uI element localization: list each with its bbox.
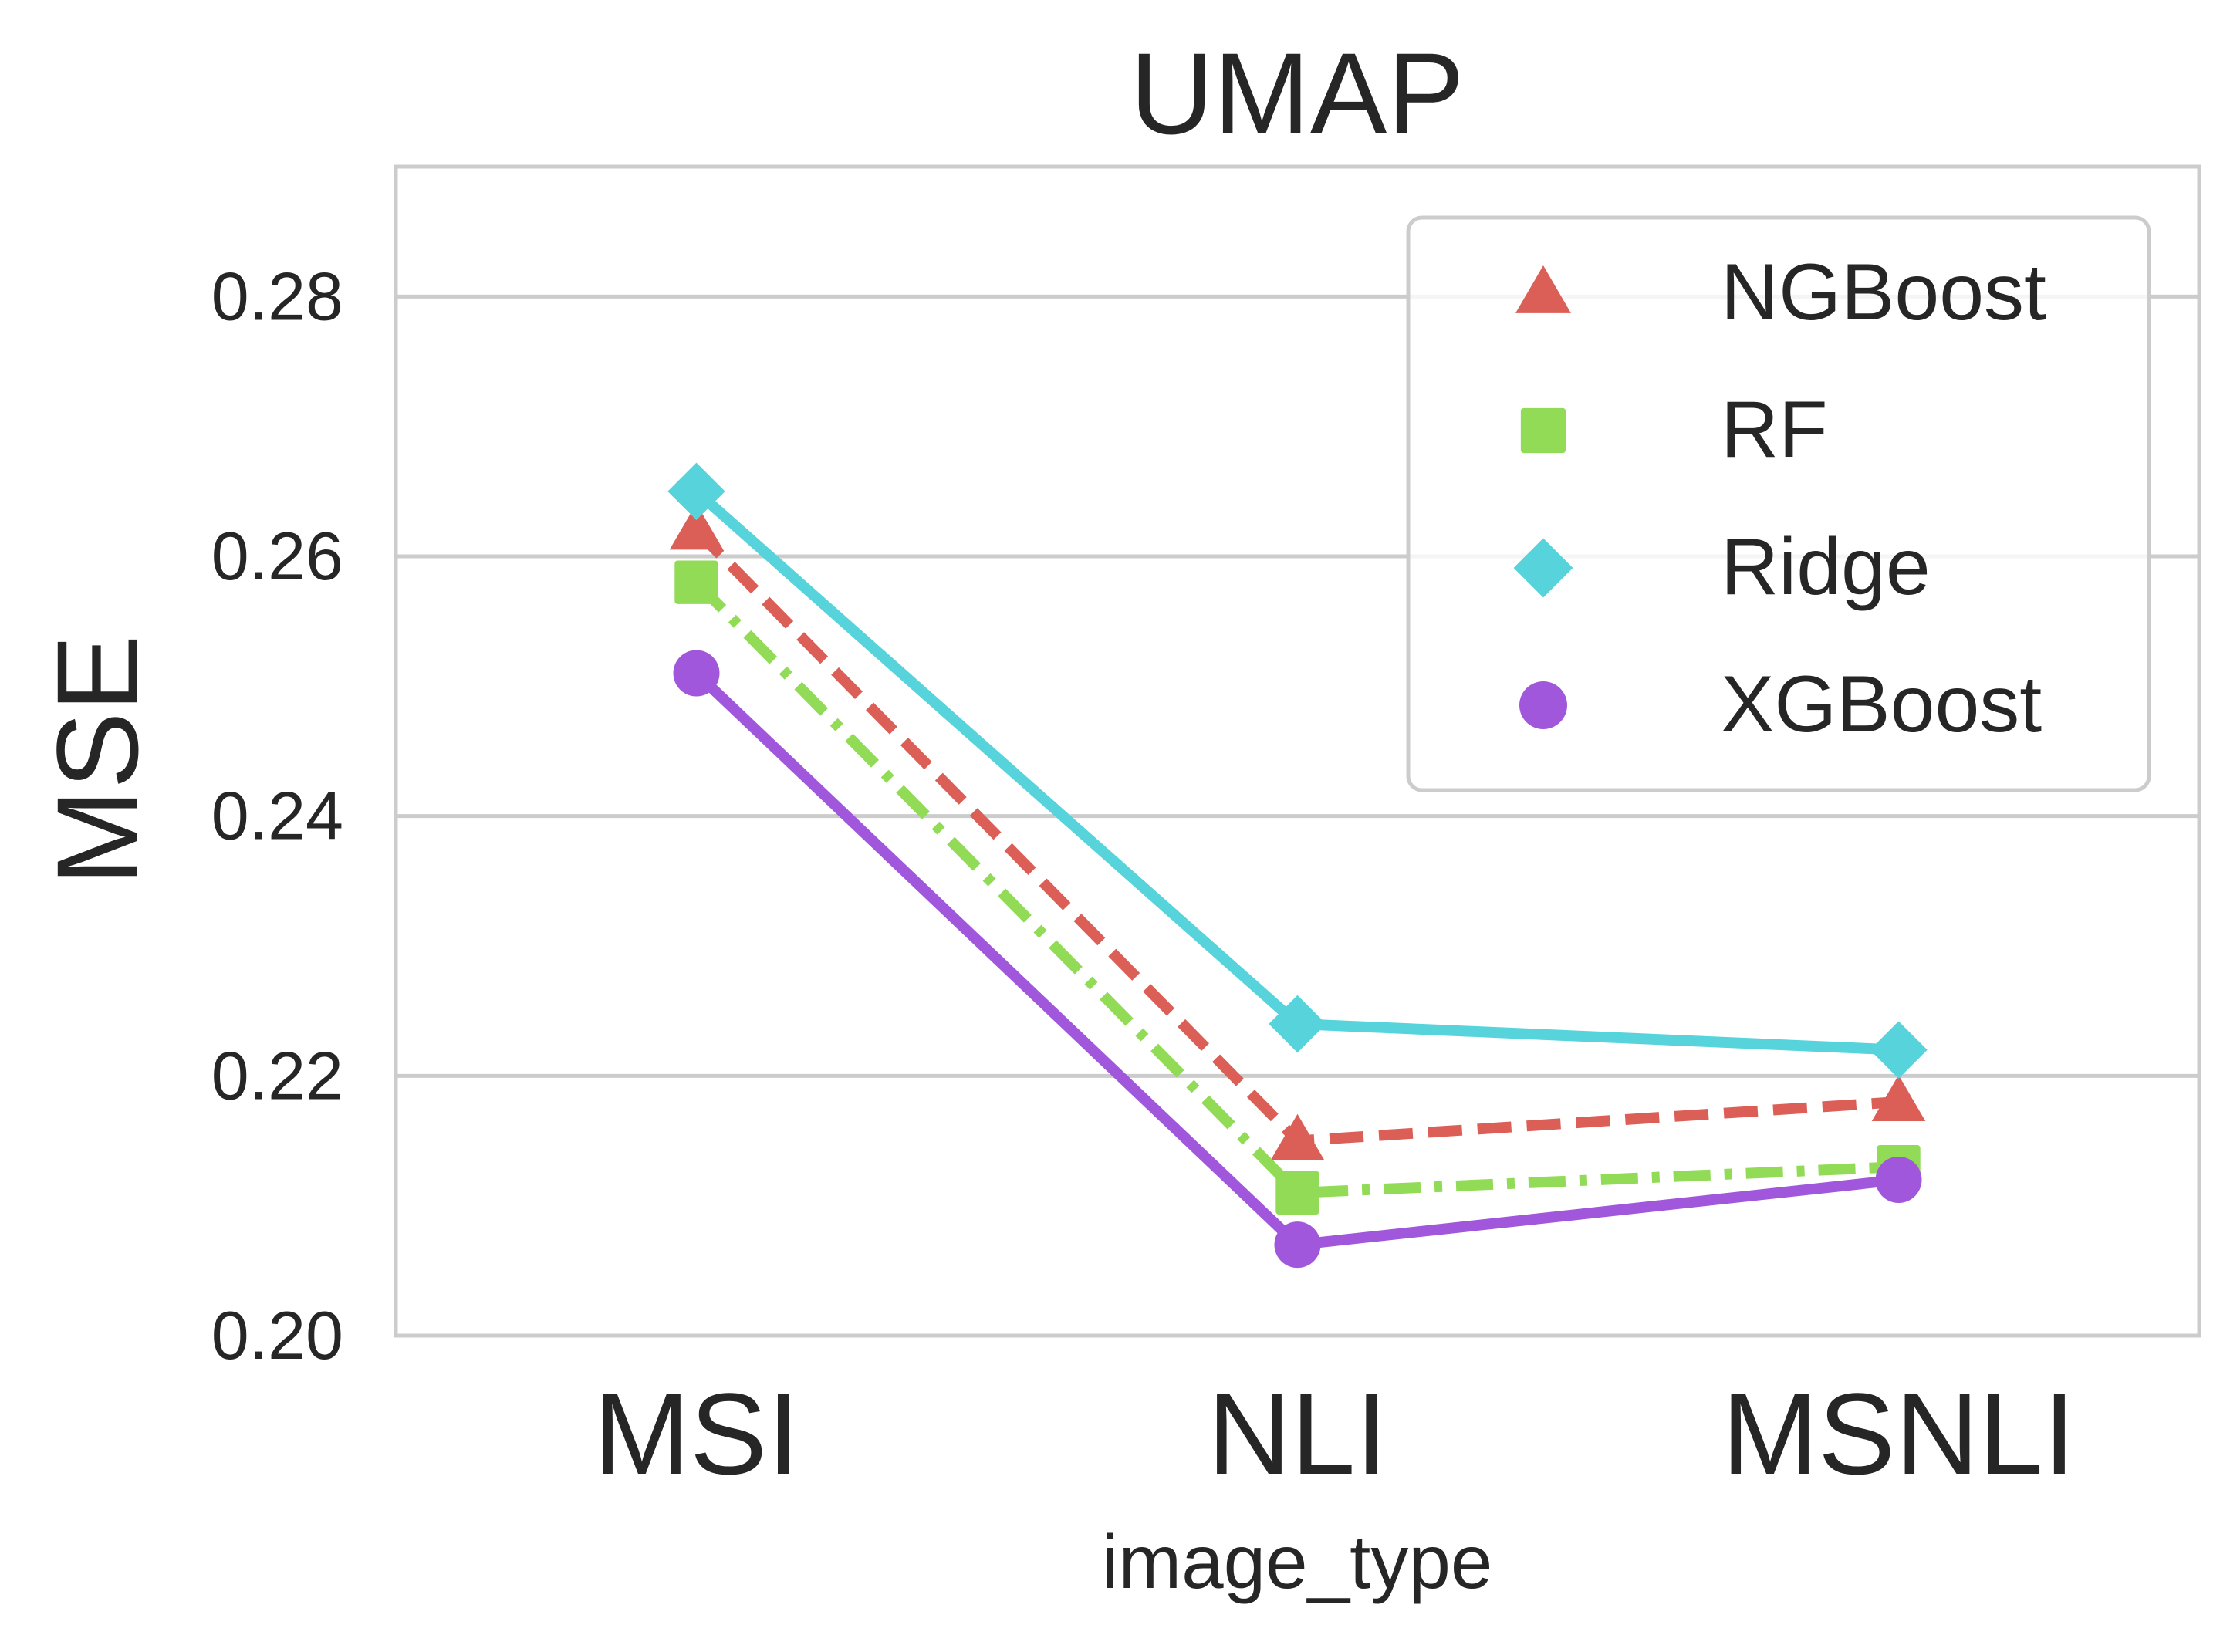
data-point-ridge bbox=[1269, 995, 1326, 1053]
y-tick-label: 0.26 bbox=[211, 518, 343, 594]
series-layer bbox=[667, 462, 1928, 1269]
x-tick-label: NLI bbox=[1208, 1369, 1387, 1498]
y-axis-label: MSE bbox=[32, 634, 162, 885]
legend-marker-ngboost bbox=[1515, 265, 1571, 313]
data-point-xgboost bbox=[1875, 1157, 1922, 1203]
series-line-rf bbox=[692, 578, 1899, 1198]
data-point-ridge bbox=[1870, 1021, 1928, 1079]
y-tick-label: 0.28 bbox=[211, 258, 343, 334]
x-tick-label: MSI bbox=[593, 1369, 799, 1498]
x-tick-labels: MSI NLI MSNLI bbox=[593, 1369, 2076, 1498]
legend-marker-ridge bbox=[1513, 538, 1573, 598]
legend: NGBoost RF Ridge XGBoost bbox=[1406, 215, 2151, 792]
legend-marker-rf bbox=[1520, 407, 1566, 454]
data-point-ngboost bbox=[669, 503, 724, 550]
legend-label: RF bbox=[1721, 385, 1828, 475]
legend-item-rf: RF bbox=[1520, 385, 1828, 475]
data-point-xgboost bbox=[673, 650, 720, 697]
y-tick-label: 0.24 bbox=[211, 778, 343, 854]
series-ridge bbox=[667, 462, 1928, 1079]
data-point-ngboost bbox=[1270, 1113, 1325, 1160]
legend-item-xgboost: XGBoost bbox=[1519, 660, 2042, 749]
legend-item-ridge: Ridge bbox=[1513, 522, 1931, 612]
y-tick-labels: 0.20 0.22 0.24 0.26 0.28 bbox=[211, 258, 343, 1373]
legend-item-ngboost: NGBoost bbox=[1515, 248, 2046, 337]
data-point-ngboost bbox=[1871, 1075, 1926, 1122]
legend-box bbox=[1406, 215, 2151, 792]
data-point-rf bbox=[1275, 1171, 1319, 1215]
y-tick-label: 0.22 bbox=[211, 1037, 343, 1113]
legend-label: XGBoost bbox=[1721, 660, 2042, 749]
legend-marker-xgboost bbox=[1519, 681, 1567, 729]
x-tick-label: MSNLI bbox=[1721, 1369, 2075, 1498]
plot-frame bbox=[394, 164, 2201, 1338]
x-axis-label: image_type bbox=[1102, 1519, 1493, 1604]
legend-label: NGBoost bbox=[1721, 248, 2046, 337]
legend-label: Ridge bbox=[1721, 522, 1931, 612]
chart-title: UMAP bbox=[1130, 29, 1464, 158]
data-point-ridge bbox=[667, 462, 725, 521]
series-ngboost bbox=[669, 503, 1926, 1160]
data-point-rf bbox=[674, 560, 718, 604]
series-xgboost bbox=[673, 650, 1922, 1269]
legend-items: NGBoost RF Ridge XGBoost bbox=[1513, 248, 2046, 749]
data-point-xgboost bbox=[1274, 1221, 1321, 1269]
y-tick-label: 0.20 bbox=[211, 1297, 343, 1373]
